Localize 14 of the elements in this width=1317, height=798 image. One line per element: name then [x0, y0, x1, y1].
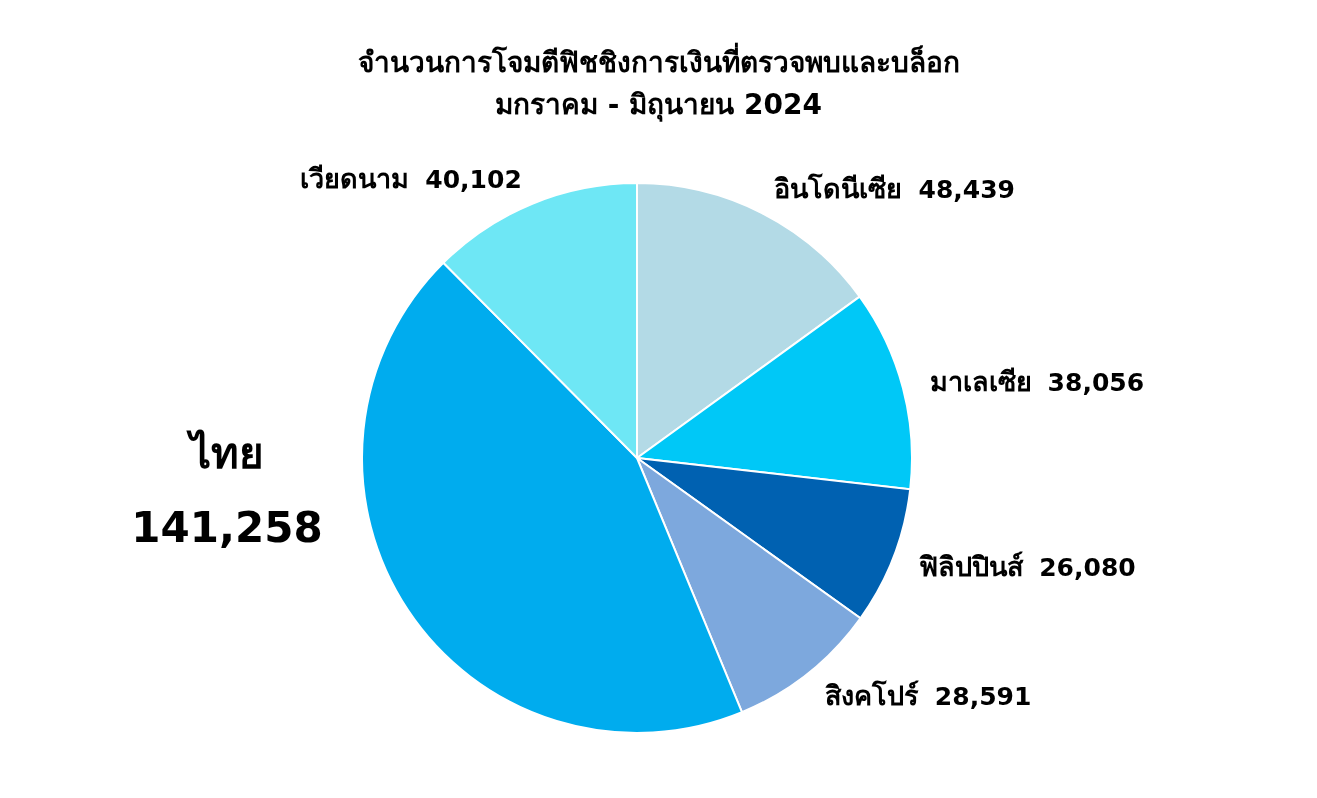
data-label: 40,102: [425, 164, 522, 194]
data-label: 48,439: [918, 175, 1015, 204]
data-label: 38,056: [1047, 367, 1145, 397]
data-label: 26,080: [1039, 553, 1136, 583]
slice-label: เวียดนาม: [300, 162, 410, 194]
slice-label: อินโดนีเซีย: [774, 172, 903, 204]
data-label: 141,258: [131, 503, 323, 552]
data-label: 28,591: [934, 681, 1032, 711]
chart-subtitle: มกราคม - มิถุนายน 2024: [495, 88, 822, 122]
slice-label: ไทย: [186, 429, 264, 478]
slice-label: สิงคโปร์: [824, 678, 919, 711]
slice-label: ฟิลิปปินส์: [919, 551, 1025, 583]
chart-title: จำนวนการโจมตีฟิชชิงการเงินที่ตรวจพบและบล็อก: [357, 42, 960, 79]
slice-label: มาเลเซีย: [929, 365, 1032, 397]
